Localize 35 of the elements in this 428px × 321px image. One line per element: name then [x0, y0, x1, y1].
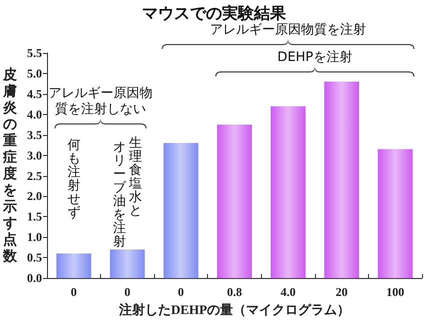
y-tick-label: 1.5 [27, 210, 42, 224]
x-axis-title: 注射したDEHPの量（マイクログラム） [118, 302, 350, 317]
y-tick-label: 0.5 [27, 250, 42, 265]
x-tick-label: 0 [70, 285, 77, 300]
chart-title: マウスでの実験結果 [142, 4, 287, 22]
y-tick-label: 5.5 [27, 46, 42, 60]
bar [110, 249, 145, 278]
bar [270, 106, 306, 278]
annotation: DEHPを注射 [277, 50, 352, 65]
bar [378, 149, 413, 278]
x-tick-label: 0 [178, 285, 184, 300]
x-tick-label: 4.0 [280, 285, 296, 300]
annotation: アレルギー原因物質を注射しない [48, 86, 153, 117]
y-tick-label: 2.5 [27, 168, 42, 183]
annotation: 何も注射せず [67, 138, 80, 221]
x-tick-label: 0 [124, 285, 130, 300]
bar [164, 143, 198, 278]
text: アレルギー原因物質を注射 [210, 22, 366, 38]
y-tick-label: 5.0 [27, 66, 42, 80]
y-tick-label: 1.0 [27, 230, 42, 244]
x-tick-label: 100 [386, 285, 404, 300]
y-tick-label: 0.0 [27, 271, 42, 286]
x-tick-label: 20 [336, 285, 348, 300]
y-tick-label: 4.5 [27, 86, 42, 101]
y-tick-label: 2.0 [27, 189, 42, 204]
bar [217, 124, 252, 278]
x-tick-label: 0.8 [227, 285, 242, 300]
annotation: オリーブ油を注射 [112, 140, 127, 250]
bar [56, 254, 92, 278]
y-tick-label: 3.0 [27, 148, 42, 162]
y-tick-label: 3.5 [27, 128, 42, 142]
bar [324, 82, 360, 278]
y-tick-label: 4.0 [27, 107, 42, 122]
text: 皮膚炎の重症度を示す点数 [3, 66, 17, 264]
annotation: 生理食塩水と [128, 136, 142, 219]
